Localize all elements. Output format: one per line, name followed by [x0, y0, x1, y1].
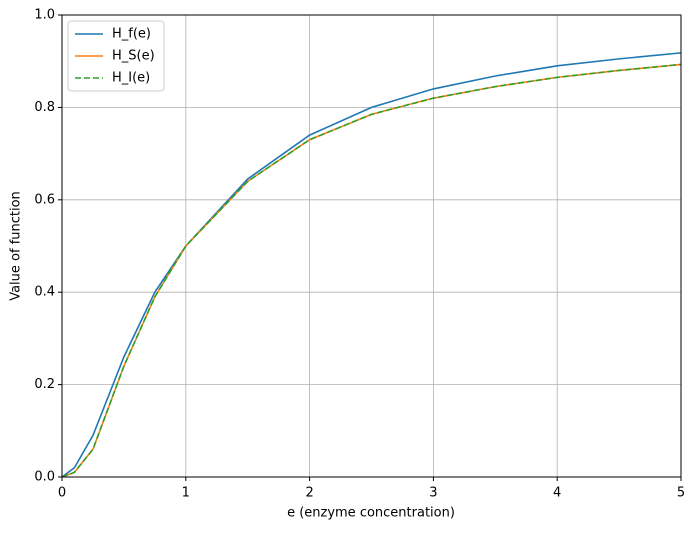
plot-frame — [61, 14, 682, 478]
y-tick-label: 0.8 — [34, 100, 55, 115]
legend-label: H_f(e) — [112, 27, 151, 42]
y-tick-label: 1.0 — [34, 8, 55, 23]
x-tick-label: 3 — [429, 486, 437, 501]
legend-label: H_I(e) — [112, 71, 150, 86]
x-tick-label: 5 — [677, 486, 685, 501]
x-tick-label: 1 — [182, 486, 190, 501]
series-line — [61, 63, 682, 478]
y-tick-label: 0.0 — [34, 470, 55, 485]
legend-box — [67, 20, 165, 92]
x-tick-label: 2 — [305, 486, 313, 501]
y-tick-label: 0.2 — [34, 377, 55, 392]
y-axis-label: Value of function — [9, 191, 24, 301]
legend-label: H_S(e) — [112, 49, 155, 64]
x-axis-label: e (enzyme concentration) — [287, 506, 455, 521]
x-tick-label: 4 — [553, 486, 561, 501]
x-tick-label: 0 — [58, 486, 66, 501]
series-line — [61, 63, 682, 478]
y-tick-label: 0.6 — [34, 192, 55, 207]
y-tick-label: 0.4 — [34, 285, 55, 300]
series-line — [61, 52, 682, 478]
